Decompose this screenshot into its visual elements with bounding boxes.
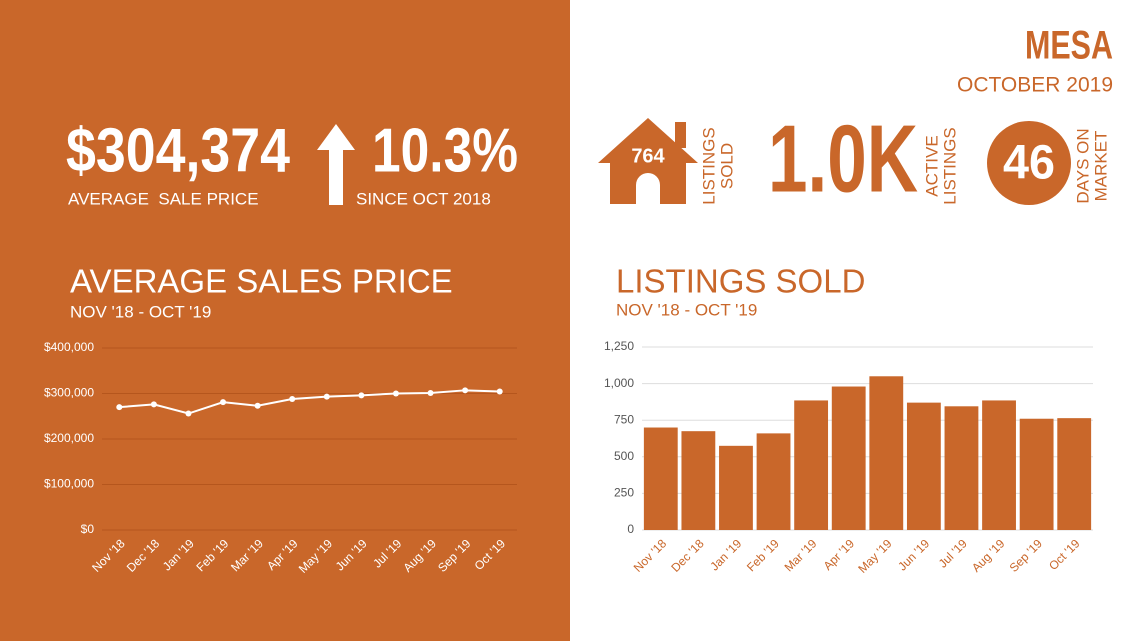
period: OCTOBER 2019 <box>957 74 1113 97</box>
y-tick-label: 500 <box>614 449 634 463</box>
bar <box>831 386 866 530</box>
change: 10.3% <box>372 116 518 185</box>
avg-price-label: AVERAGE SALE PRICE <box>68 189 259 208</box>
left-panel <box>0 0 570 641</box>
door <box>636 173 660 204</box>
point <box>150 401 157 408</box>
point <box>462 387 469 394</box>
point <box>254 402 261 409</box>
chart-title: LISTINGS SOLD <box>616 263 865 300</box>
point <box>427 390 434 397</box>
city: MESA <box>1025 24 1113 68</box>
days-value: 46 <box>1003 137 1055 190</box>
line <box>119 389 500 415</box>
point <box>185 410 192 417</box>
point <box>496 388 503 395</box>
bar <box>906 402 941 530</box>
y-tick-label: $400,000 <box>44 340 94 354</box>
chart-title: AVERAGE SALES PRICE <box>70 263 453 300</box>
days-circle <box>987 121 1071 205</box>
active-value: 1.0K <box>768 105 918 212</box>
bar <box>719 445 753 530</box>
active-label: LISTINGS <box>940 127 959 204</box>
bar <box>681 431 716 530</box>
point <box>220 399 227 406</box>
listings-sold-value: 764 <box>631 145 665 167</box>
bar <box>643 427 678 530</box>
chart-subtitle: NOV '18 - OCT '19 <box>70 302 211 321</box>
y-tick-label: $100,000 <box>44 477 94 491</box>
y-tick-label: 0 <box>627 522 634 536</box>
bar <box>982 400 1016 530</box>
days-label: DAYS ON <box>1073 128 1092 203</box>
point <box>323 393 330 400</box>
y-tick-label: 750 <box>614 412 634 426</box>
point <box>289 395 296 402</box>
bar <box>944 406 979 530</box>
y-tick-label: 1,000 <box>604 376 634 390</box>
point <box>358 392 365 399</box>
listings-sold-label: LISTINGS <box>699 127 718 204</box>
y-tick-label: $200,000 <box>44 431 94 445</box>
change-label: SINCE OCT 2018 <box>356 189 491 208</box>
bar <box>1057 418 1092 530</box>
active-label: ACTIVE <box>922 135 941 196</box>
listings-sold-label: SOLD <box>717 143 736 189</box>
y-tick-label: 250 <box>614 486 634 500</box>
right-panel <box>570 0 1140 641</box>
y-tick-label: $0 <box>81 522 95 536</box>
chimney <box>675 122 686 148</box>
house-icon <box>598 118 698 204</box>
days-label: MARKET <box>1091 131 1110 202</box>
bar <box>869 376 904 530</box>
bar <box>756 433 791 530</box>
chart-subtitle: NOV '18 - OCT '19 <box>616 300 757 319</box>
point <box>392 390 399 397</box>
avg-price: $304,374 <box>66 116 290 185</box>
bar <box>794 400 829 530</box>
up-arrow <box>317 124 355 205</box>
y-tick-label: $300,000 <box>44 386 94 400</box>
bar <box>1019 418 1054 530</box>
y-tick-label: 1,250 <box>604 339 634 353</box>
point <box>116 404 123 411</box>
